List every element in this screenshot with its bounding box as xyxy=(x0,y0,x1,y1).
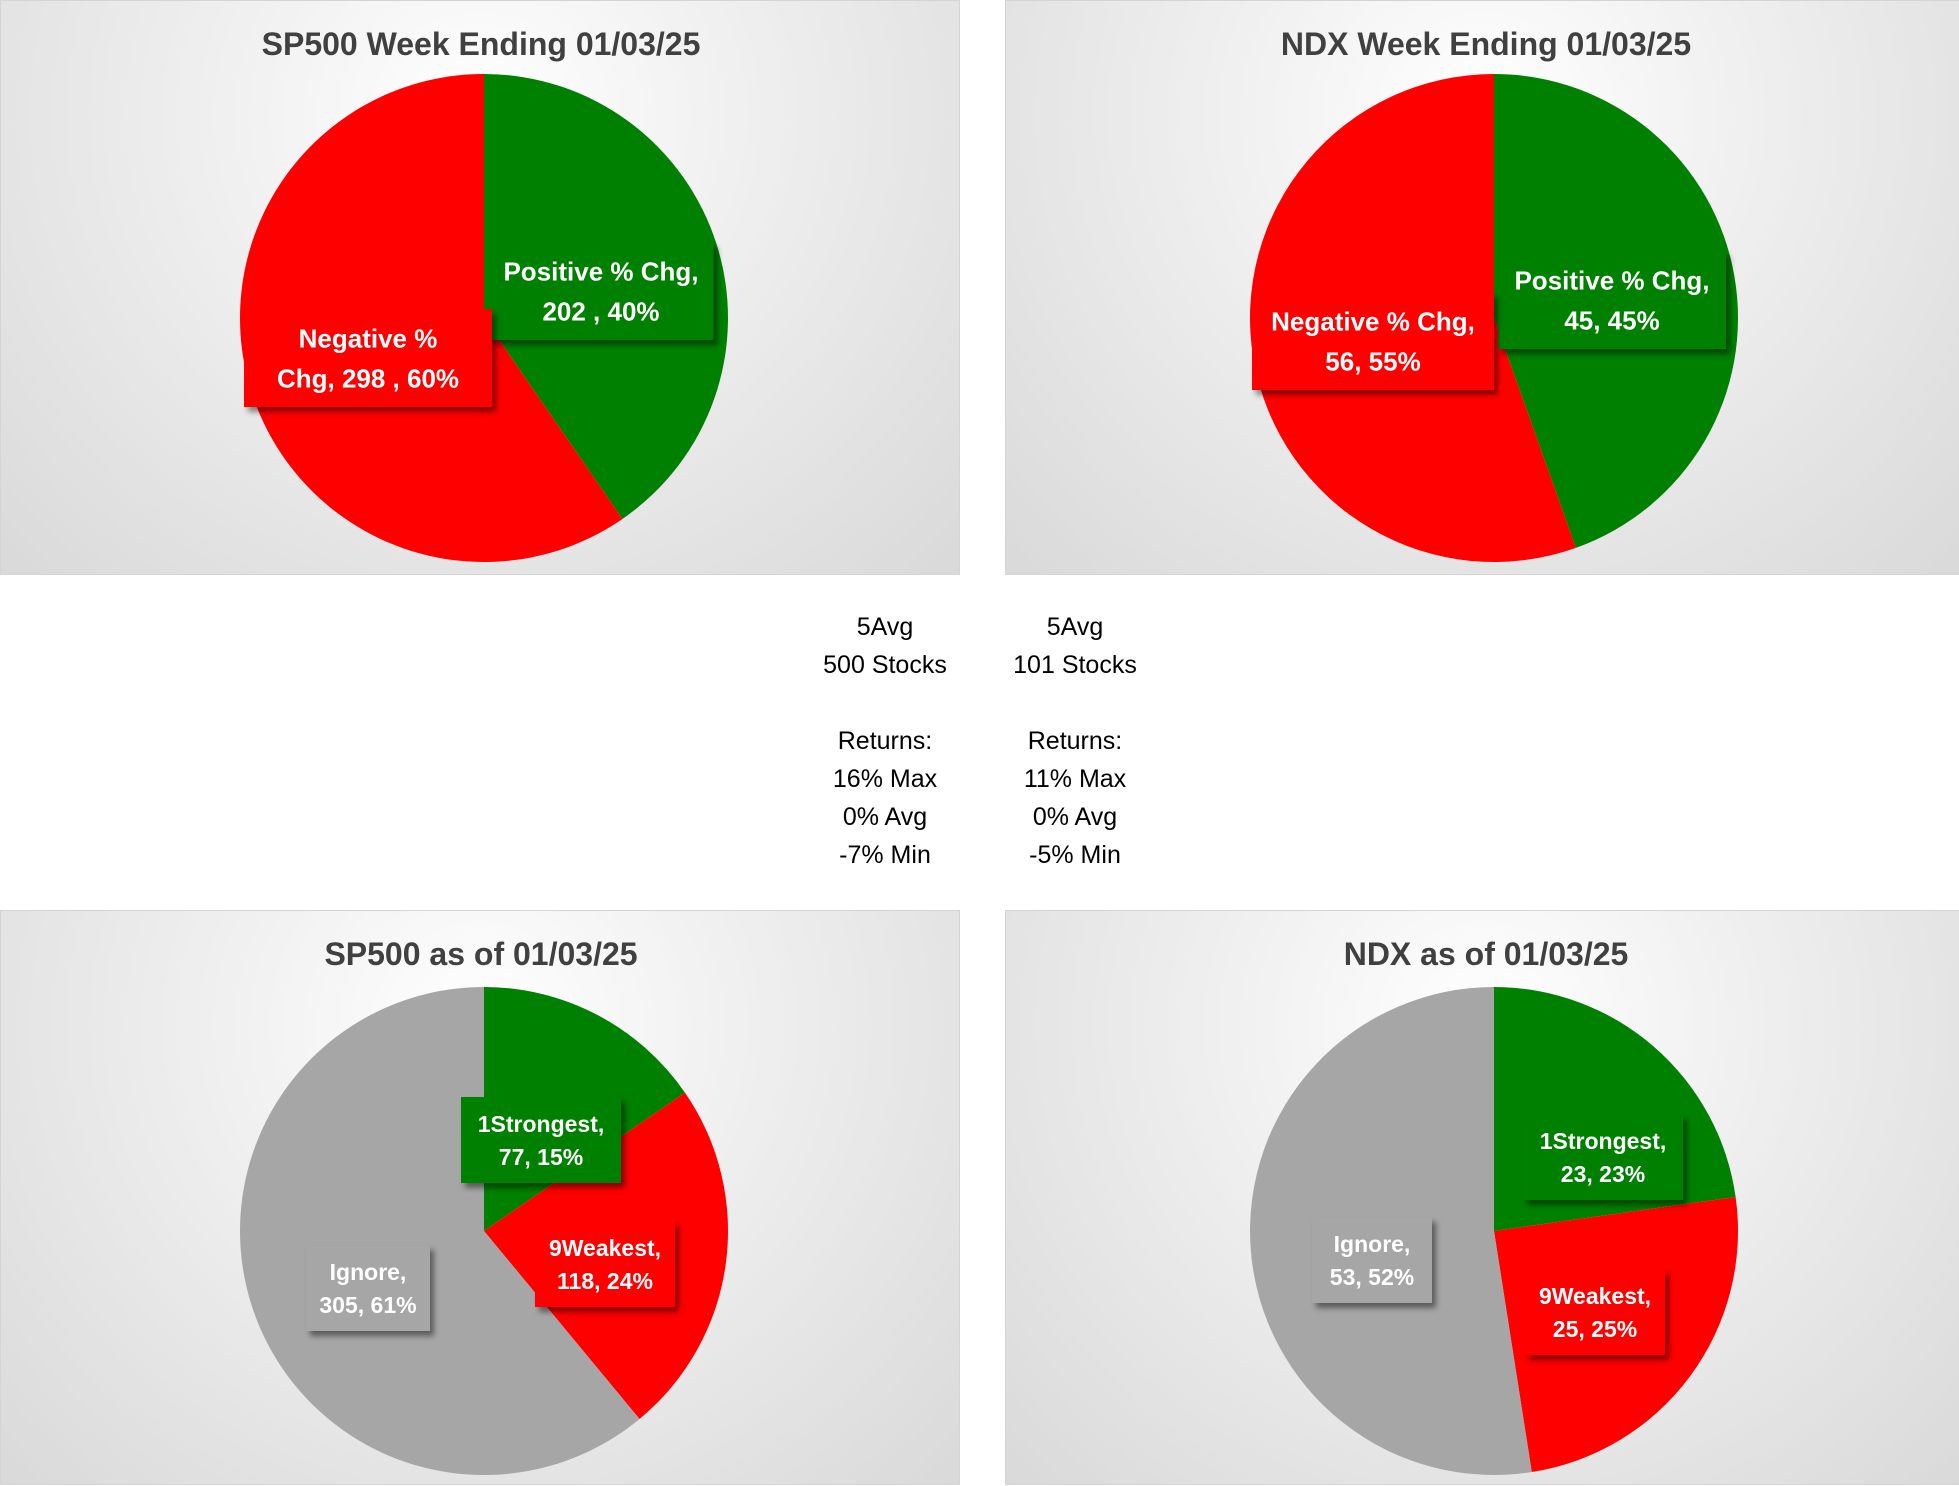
chart-panel-ndx-asof: NDX as of 01/03/25 1Strongest, 23, 23% 9We… xyxy=(1005,910,1959,1485)
data-label-text: 202 , 40% xyxy=(542,296,659,326)
data-label-9weakest: 9Weakest, 118, 24% xyxy=(535,1221,675,1307)
data-label-negative-chg: Negative % Chg, 56, 55% xyxy=(1252,292,1494,390)
stats-avg: 0% Avg xyxy=(842,803,928,831)
chart-panel-ndx-week: NDX Week Ending 01/03/25 Positive % Chg,… xyxy=(1005,0,1959,575)
data-label-ignore: Ignore, 53, 52% xyxy=(1312,1217,1432,1303)
stats-count-label: 500 Stocks xyxy=(823,651,947,679)
pie-chart-sp500-asof: SP500 as of 01/03/25 1Strongest, 77, 15% 9… xyxy=(240,936,728,1475)
stats-spacer xyxy=(790,684,980,722)
data-label-box xyxy=(488,242,714,340)
stats-returns-label: Returns: xyxy=(1027,727,1123,755)
data-label-positive-chg: Positive % Chg, 202 , 40% xyxy=(488,242,714,340)
pie-chart-sp500-week: SP500 Week Ending 01/03/25 Positive % Ch… xyxy=(239,26,728,562)
data-label-text: Negative % Chg, xyxy=(1271,306,1475,336)
data-label-9weakest: 9Weakest, 25, 25% xyxy=(1525,1269,1665,1355)
data-label-text: 25, 25% xyxy=(1553,1316,1637,1342)
data-label-box xyxy=(244,309,492,407)
data-label-text: 305, 61% xyxy=(319,1292,416,1318)
data-label-text: Chg, 298 , 60% xyxy=(277,363,459,393)
data-label-box xyxy=(306,1245,430,1331)
stats-min: -7% Min xyxy=(839,841,931,869)
data-label-text: Positive % Chg, xyxy=(1514,265,1709,295)
data-label-text: Ignore, xyxy=(330,1259,407,1285)
data-label-box xyxy=(1523,1114,1683,1200)
stats-count-label: 101 Stocks xyxy=(1013,651,1137,679)
stats-avg-label: 5Avg xyxy=(1046,613,1104,641)
stats-max: 16% Max xyxy=(832,765,938,793)
chart-panel-sp500-asof: SP500 as of 01/03/25 1Strongest, 77, 15% 9… xyxy=(0,910,960,1485)
chart-title: NDX as of 01/03/25 xyxy=(1344,936,1629,972)
data-label-box xyxy=(1252,292,1494,390)
stats-spacer xyxy=(980,684,1170,722)
data-label-box xyxy=(1498,251,1726,349)
data-label-text: Ignore, xyxy=(1334,1231,1411,1257)
data-label-ignore: Ignore, 305, 61% xyxy=(306,1245,430,1331)
stats-sp500: 5Avg 500 Stocks Returns: 16% Max 0% Avg … xyxy=(790,608,980,874)
data-label-text: 45, 45% xyxy=(1564,305,1659,335)
chart-title: NDX Week Ending 01/03/25 xyxy=(1281,26,1691,62)
pie-slice-ignore xyxy=(240,987,640,1475)
data-label-positive-chg: Positive % Chg, 45, 45% xyxy=(1498,251,1726,349)
data-label-text: 9Weakest, xyxy=(1539,1283,1651,1309)
data-label-text: 1Strongest, xyxy=(478,1111,605,1137)
data-label-1strongest: 1Strongest, 23, 23% xyxy=(1523,1114,1683,1200)
chart-title: SP500 as of 01/03/25 xyxy=(324,936,637,972)
pie-chart-ndx-asof: NDX as of 01/03/25 1Strongest, 23, 23% 9We… xyxy=(1250,936,1738,1475)
chart-title: SP500 Week Ending 01/03/25 xyxy=(262,26,701,62)
data-label-text: 53, 52% xyxy=(1330,1264,1414,1290)
data-label-text: 56, 55% xyxy=(1325,346,1420,376)
data-label-box xyxy=(535,1221,675,1307)
stats-returns-label: Returns: xyxy=(837,727,933,755)
stats-avg-label: 5Avg xyxy=(856,613,914,641)
data-label-text: Positive % Chg, xyxy=(503,256,698,286)
data-label-negative-chg: Negative % Chg, 298 , 60% xyxy=(244,309,492,407)
data-label-1strongest: 1Strongest, 77, 15% xyxy=(461,1097,621,1183)
data-label-text: 1Strongest, xyxy=(1540,1128,1667,1154)
data-label-text: 118, 24% xyxy=(557,1268,653,1294)
data-label-text: 77, 15% xyxy=(499,1144,583,1170)
stats-min: -5% Min xyxy=(1029,841,1121,869)
data-label-box xyxy=(1525,1269,1665,1355)
data-label-box xyxy=(1312,1217,1432,1303)
chart-panel-sp500-week: SP500 Week Ending 01/03/25 Positive % Ch… xyxy=(0,0,960,575)
data-label-text: 23, 23% xyxy=(1561,1161,1645,1187)
stats-ndx: 5Avg 101 Stocks Returns: 11% Max 0% Avg … xyxy=(980,608,1170,874)
data-label-box xyxy=(461,1097,621,1183)
data-label-text: 9Weakest, xyxy=(549,1235,661,1261)
stats-max: 11% Max xyxy=(1023,765,1127,793)
stats-avg: 0% Avg xyxy=(1032,803,1118,831)
pie-chart-ndx-week: NDX Week Ending 01/03/25 Positive % Chg,… xyxy=(1250,26,1739,562)
data-label-text: Negative % xyxy=(299,323,438,353)
